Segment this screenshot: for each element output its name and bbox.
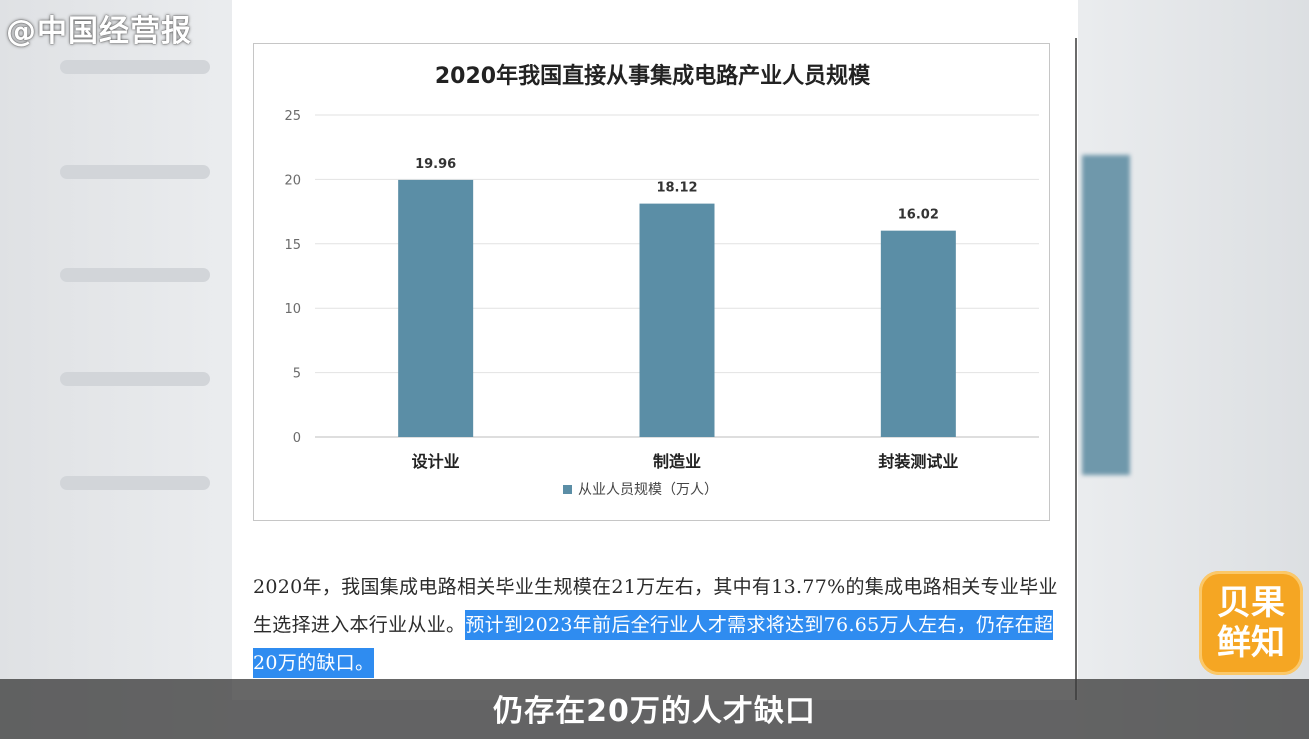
y-tick-label: 10 — [284, 302, 301, 317]
legend-label: 从业人员规模（万人） — [578, 482, 718, 498]
page-edge-rule — [1075, 38, 1077, 700]
bar — [639, 203, 715, 437]
background-text-line — [60, 60, 210, 74]
background-text-line — [60, 476, 210, 490]
data-label: 18.12 — [656, 181, 697, 196]
subtitle-bar — [0, 679, 1309, 739]
y-tick-label: 15 — [284, 238, 301, 253]
y-tick-label: 5 — [293, 367, 301, 382]
y-tick-label: 0 — [293, 431, 301, 446]
x-tick-label: 封装测试业 — [878, 452, 958, 471]
y-tick-label: 25 — [284, 109, 301, 124]
background-bar — [1082, 155, 1130, 475]
data-label: 19.96 — [415, 157, 456, 172]
x-tick-label: 设计业 — [412, 452, 460, 471]
data-label: 16.02 — [898, 208, 939, 223]
watermark: @中国经营报 — [6, 14, 192, 49]
article-paragraph: 2020年，我国集成电路相关毕业生规模在21万左右，其中有13.77%的集成电路… — [253, 568, 1065, 682]
logo-line-1: 贝果 — [1217, 583, 1285, 623]
bar-chart: 0 5 10 15 20 25 19.96 设计业 18.12 制造业 16.02 封装测试业从业人员… — [284, 109, 1039, 498]
background-text-line — [60, 372, 210, 386]
background-text-line — [60, 268, 210, 282]
bar — [880, 230, 956, 437]
video-subtitle: 仍存在20万的人才缺口 — [493, 694, 816, 729]
background-text-line — [60, 165, 210, 179]
brand-logo: 贝果 鲜知 — [1199, 571, 1303, 675]
legend-swatch — [563, 485, 572, 494]
paragraph-text: 2020年，我国集成电路相关毕业生规模在21万左右，其中有13.77%的集成电路… — [253, 576, 1058, 636]
logo-line-2: 鲜知 — [1217, 623, 1285, 663]
y-tick-label: 20 — [284, 173, 301, 188]
chart-title: 2020年我国直接从事集成电路产业人员规模 — [434, 64, 871, 89]
x-tick-label: 制造业 — [653, 452, 701, 471]
bar — [398, 179, 474, 437]
